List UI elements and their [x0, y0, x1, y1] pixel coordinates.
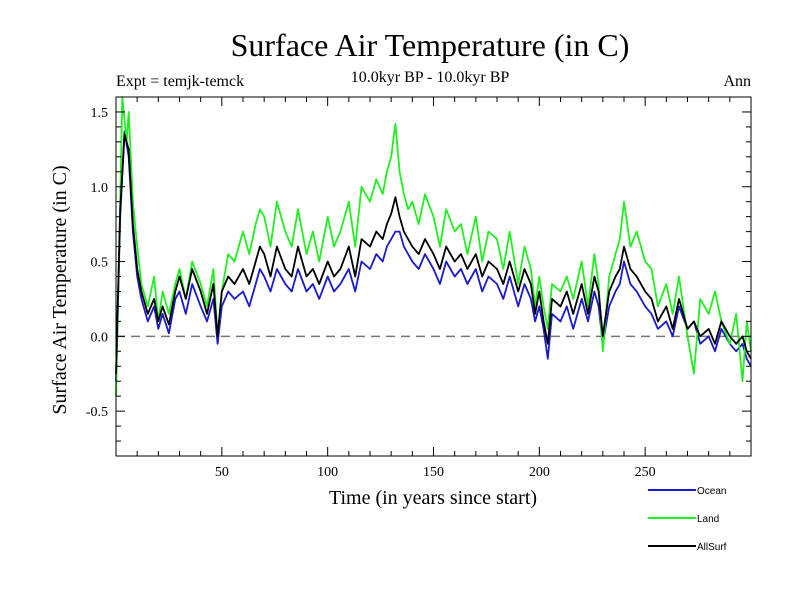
legend-label-ocean: Ocean	[697, 486, 726, 497]
x-tick-label: 150	[423, 465, 444, 480]
legend-label-allsurf: AllSurf	[697, 542, 727, 553]
chart-title: Surface Air Temperature (in C)	[231, 27, 630, 63]
legend-label-land: Land	[697, 514, 719, 525]
series-line-ocean	[115, 130, 752, 382]
series-line-allsurf	[115, 133, 752, 374]
y-tick-label: 0.0	[91, 330, 109, 345]
y-tick-label: -0.5	[86, 405, 108, 420]
chart-subtitle: 10.0kyr BP - 10.0kyr BP	[351, 69, 510, 86]
period-label: Ann	[723, 73, 751, 90]
plot-area	[115, 96, 752, 457]
y-tick-label: 0.5	[91, 256, 109, 271]
y-tick-label: 1.5	[91, 106, 109, 121]
experiment-label: Expt = temjk-temck	[116, 73, 244, 90]
x-tick-label: 50	[215, 465, 229, 480]
series-line-land	[115, 96, 752, 397]
y-tick-label: 1.0	[91, 181, 109, 196]
y-axis: -0.5 0.0 0.5 1.0 1.5	[86, 106, 751, 442]
x-tick-label: 100	[317, 465, 338, 480]
x-tick-label: 250	[635, 465, 656, 480]
legend: Ocean Land AllSurf	[648, 486, 727, 553]
x-axis-label: Time (in years since start)	[329, 487, 537, 509]
x-tick-label: 200	[529, 465, 550, 480]
x-axis: 50 100 150 200 250	[136, 97, 731, 480]
y-axis-label: Surface Air Temperature (in C)	[49, 165, 71, 414]
